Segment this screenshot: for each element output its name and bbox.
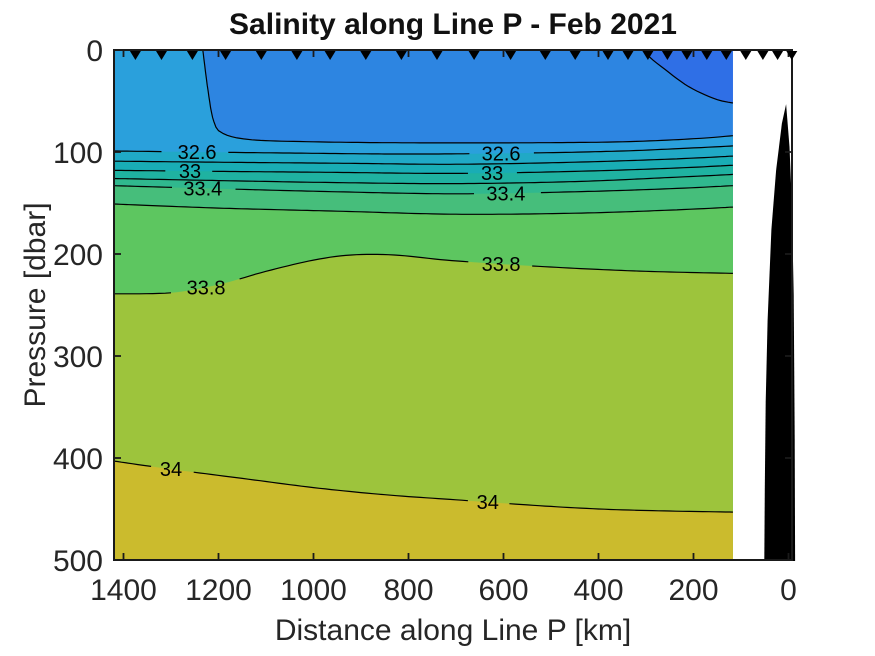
- contour-line-33.8: [114, 253, 733, 295]
- bathymetry: [764, 104, 796, 561]
- x-axis-label: Distance along Line P [km]: [274, 614, 632, 647]
- station-marker: [757, 51, 769, 60]
- station-marker: [602, 51, 614, 60]
- plot-border: [113, 49, 793, 561]
- station-markers: [129, 51, 798, 60]
- y-axis-label: Pressure [dbar]: [19, 202, 52, 408]
- station-marker: [291, 51, 303, 60]
- x-tick-label: 600: [478, 574, 528, 607]
- station-marker: [431, 51, 443, 60]
- station-marker: [786, 51, 798, 60]
- x-tick-label: 0: [780, 574, 797, 607]
- fill-band-below-34: [114, 461, 733, 560]
- contour-line-33.2: [114, 173, 733, 185]
- x-tick-label: 1000: [280, 574, 347, 607]
- contour-line-32.2: [641, 50, 733, 104]
- station-marker: [720, 51, 732, 60]
- contour-label-33: 33: [481, 163, 503, 185]
- station-marker: [156, 51, 167, 60]
- contour-label-34: 34: [477, 492, 499, 514]
- station-marker: [539, 51, 551, 60]
- station-marker: [505, 51, 517, 60]
- station-marker: [395, 51, 407, 60]
- contour-label-33.4: 33.4: [183, 178, 222, 200]
- chart-title: Salinity along Line P - Feb 2021: [229, 8, 677, 41]
- contour-line-32.8: [114, 155, 733, 165]
- station-marker: [220, 51, 232, 60]
- station-marker: [186, 51, 198, 60]
- contour-label-33.8: 33.8: [187, 277, 226, 299]
- contour-label-34: 34: [160, 459, 182, 481]
- y-tick-label: 0: [86, 35, 103, 68]
- fill-band-below-32.2: [642, 50, 733, 103]
- contour-label-32.6: 32.6: [178, 142, 217, 164]
- station-marker: [255, 51, 267, 60]
- contour-label-32.6: 32.6: [482, 143, 521, 165]
- contour-label-33: 33: [179, 161, 201, 183]
- x-tick-label: 800: [383, 574, 433, 607]
- y-tick-label: 200: [53, 239, 103, 272]
- station-marker: [468, 51, 480, 60]
- contour-label-33.8: 33.8: [482, 254, 521, 276]
- y-tick-label: 100: [53, 137, 103, 170]
- contour-label-33.4: 33.4: [486, 183, 525, 205]
- station-marker: [622, 51, 634, 60]
- x-tick-label: 400: [573, 574, 623, 607]
- tick-labels: 1400 1200 1000 800 600 400 200 0 0 100 200 300 400 50…: [53, 35, 797, 607]
- station-marker: [740, 51, 752, 60]
- station-marker: [661, 51, 673, 60]
- x-tick-label: 200: [668, 574, 718, 607]
- y-tick-label: 400: [53, 443, 103, 476]
- x-tick-label: 1400: [90, 574, 157, 607]
- contour-line-32.6: [114, 145, 733, 155]
- station-marker: [772, 51, 784, 60]
- contour-lines: [114, 50, 733, 513]
- station-marker: [129, 51, 141, 60]
- station-marker: [701, 51, 713, 60]
- station-marker: [324, 51, 336, 60]
- contour-line-33: [114, 164, 733, 174]
- contour-line-33.4: [114, 185, 733, 195]
- station-marker: [681, 51, 693, 60]
- axes-group: [113, 49, 793, 561]
- contour-line-32.4: [202, 50, 733, 144]
- contour-line-34: [114, 460, 733, 513]
- station-marker: [569, 51, 581, 60]
- bathymetry-group: [764, 104, 796, 561]
- station-marker: [360, 51, 372, 60]
- y-tick-label: 300: [53, 341, 103, 374]
- y-tick-label: 500: [53, 545, 103, 578]
- contour-bands: [114, 50, 733, 560]
- station-marker: [642, 51, 654, 60]
- contour-line-33.6: [114, 203, 733, 215]
- x-tick-label: 1200: [185, 574, 252, 607]
